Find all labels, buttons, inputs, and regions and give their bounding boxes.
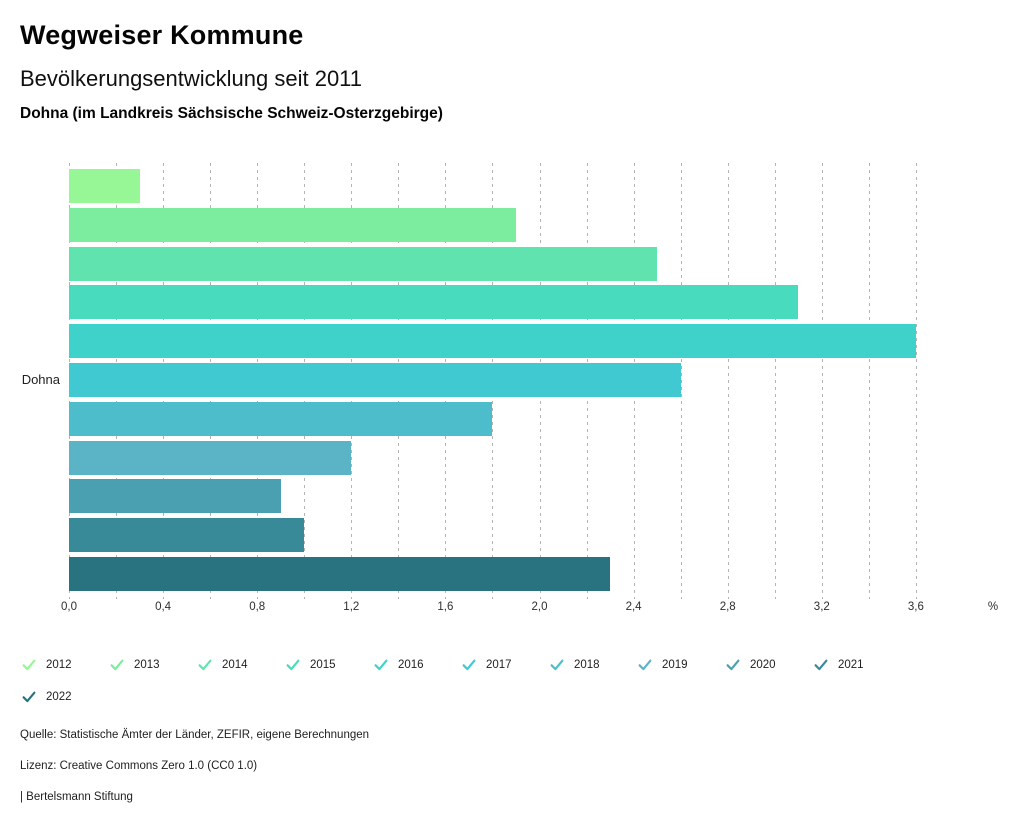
bar-2019[interactable] [69,440,352,475]
legend-item-2018[interactable]: 2018 [550,655,638,675]
legend-item-2012[interactable]: 2012 [22,655,110,675]
chart-subtitle: Bevölkerungsentwicklung seit 2011 [20,66,363,91]
legend-year-label: 2022 [46,691,72,703]
check-icon [22,691,36,703]
gridline [915,163,917,599]
bar-2022[interactable] [69,557,611,591]
legend-year-label: 2017 [486,659,512,671]
legend-year-label: 2019 [662,659,688,671]
legend-item-2014[interactable]: 2014 [198,655,286,675]
page-title: Wegweiser Kommune [20,20,304,50]
legend-year-label: 2012 [46,659,72,671]
x-axis: 0,0 0,4 0,8 1,2 1,6 2,0 2,4 2,8 3,2 3,6% [61,601,1024,617]
bar-2018[interactable] [69,401,493,436]
gridline [774,163,776,599]
check-icon [462,659,476,671]
legend-item-2019[interactable]: 2019 [638,655,726,675]
bar-2013[interactable] [69,207,516,242]
legend-year-label: 2021 [838,659,864,671]
bar-2012[interactable] [69,169,140,203]
x-tick-label: 3,2 [813,601,830,613]
check-icon [814,659,828,671]
check-icon [198,659,212,671]
source-note: Quelle: Statistische Ämter der Länder, Z… [20,729,370,741]
bar-2017[interactable] [69,363,681,397]
x-tick-label: 0,8 [249,601,266,613]
legend-year-label: 2020 [750,659,776,671]
y-axis-category-label: Dohna [21,372,60,387]
legend-item-2016[interactable]: 2016 [374,655,462,675]
x-tick-label: 1,6 [437,601,454,613]
bar-2016[interactable] [69,324,916,359]
legend-item-2015[interactable]: 2015 [286,655,374,675]
check-icon [726,659,740,671]
bar-2015[interactable] [69,285,799,320]
legend-year-label: 2018 [574,659,600,671]
legend-item-2020[interactable]: 2020 [726,655,814,675]
legend-year-label: 2014 [222,659,248,671]
check-icon [286,659,300,671]
x-tick-label: 1,2 [343,601,360,613]
check-icon [550,659,564,671]
legend-year-label: 2016 [398,659,424,671]
legend-item-2017[interactable]: 2017 [462,655,550,675]
bar-2020[interactable] [69,479,281,514]
gridline [868,163,870,599]
gridline [727,163,729,599]
x-tick-label: 2,8 [719,601,736,613]
legend-item-2022[interactable]: 2022 [22,687,110,707]
license-note: Lizenz: Creative Commons Zero 1.0 (CC0 1… [20,760,258,772]
bar-2021[interactable] [69,518,305,553]
check-icon [638,659,652,671]
check-icon [22,659,36,671]
legend-item-2013[interactable]: 2013 [110,655,198,675]
x-axis-unit-label: % [987,601,999,613]
x-tick-label: 2,4 [625,601,642,613]
legend: 2012 2013 2014 2015 2016 2017 2018 2019 2020 2021… [22,655,902,707]
legend-year-label: 2013 [134,659,160,671]
x-tick-label: 0,4 [155,601,172,613]
x-tick-label: 2,0 [531,601,548,613]
check-icon [110,659,124,671]
x-tick-label: 0,0 [61,601,77,613]
gridline [821,163,823,599]
check-icon [374,659,388,671]
chart-region-label: Dohna (im Landkreis Sächsische Schweiz-O… [20,105,443,122]
legend-year-label: 2015 [310,659,336,671]
attribution-note: | Bertelsmann Stiftung [20,791,133,803]
gridline [680,163,682,599]
bar-2014[interactable] [69,246,658,281]
x-tick-label: 3,6 [907,601,924,613]
plot-area [69,163,1010,599]
legend-item-2021[interactable]: 2021 [814,655,902,675]
